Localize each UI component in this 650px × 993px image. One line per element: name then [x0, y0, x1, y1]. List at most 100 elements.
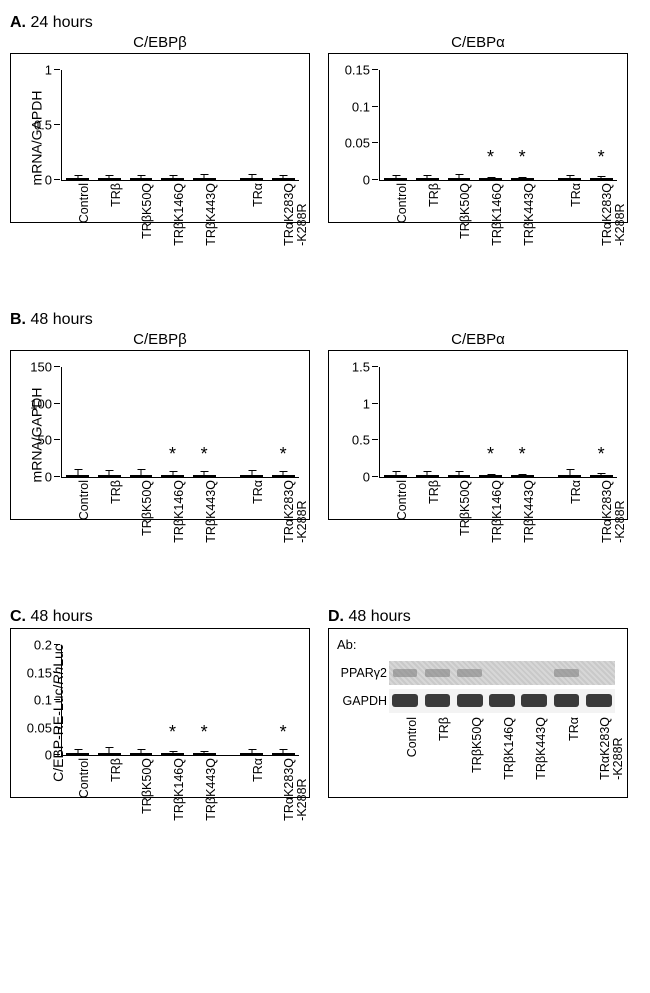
ytick-label: 0.1 — [352, 99, 370, 114]
ytick-label: 0.15 — [345, 63, 370, 78]
chart-b-left: mRNA/GAPDH 050100150*** ControlTRβTRβK50… — [10, 350, 310, 520]
bar — [448, 178, 471, 180]
spacer — [10, 798, 640, 888]
bar — [384, 178, 407, 180]
band-gapdh — [489, 694, 515, 707]
blot-row-ppar-label: PPARγ2 — [337, 666, 387, 680]
category-label: TRβK50Q — [458, 480, 472, 536]
panel-a-right-title: C/EBPα — [328, 34, 628, 51]
significance-star: * — [201, 444, 208, 465]
category-label: TRβK443Q — [522, 480, 536, 543]
blot-lane — [421, 689, 453, 713]
bar — [240, 753, 263, 755]
category-label: TRαK283Q-K288R — [283, 480, 309, 543]
panel-a-letter: A. — [10, 14, 26, 31]
plot-b-left: 050100150*** — [61, 367, 299, 478]
category-label: TRβK50Q — [140, 480, 154, 536]
bar-slot — [94, 753, 126, 755]
category-label: TRβ — [109, 480, 123, 504]
blot-lane — [583, 661, 615, 685]
lane-label: TRαK283Q-K288R — [599, 717, 625, 780]
bar-slot — [188, 178, 220, 180]
bar — [558, 178, 581, 180]
lane-label: TRα — [567, 717, 581, 741]
bar-slot: * — [267, 753, 299, 755]
category-label: TRαK283Q-K288R — [283, 758, 309, 821]
ytick-label: 0.5 — [352, 433, 370, 448]
blot-row-ppar: PPARγ2 — [389, 661, 615, 685]
ytick-label: 1 — [45, 63, 52, 78]
panel-a: A. 24 hours C/EBPβ mRNA/GAPDH 00.51 Cont… — [10, 14, 640, 223]
bar: * — [590, 475, 613, 477]
blot-row-gapdh: GAPDH — [389, 689, 615, 713]
category-label: Control — [77, 480, 91, 520]
bar-slot — [380, 178, 412, 180]
blot-lane — [550, 661, 582, 685]
ytick-label: 0 — [363, 173, 370, 188]
category-label: TRβK146Q — [490, 183, 504, 246]
ytick-label: 100 — [30, 396, 52, 411]
bar — [130, 475, 153, 477]
bar — [98, 475, 121, 477]
panel-c-time: 48 hours — [30, 608, 92, 625]
category-label: TRβK443Q — [204, 480, 218, 543]
lane-label: TRβK50Q — [470, 717, 484, 773]
significance-star: * — [280, 722, 287, 743]
panel-b: B. 48 hours C/EBPβ mRNA/GAPDH 050100150*… — [10, 311, 640, 520]
ytick-label: 0.1 — [34, 693, 52, 708]
bar: * — [193, 753, 216, 755]
panel-c-label: C. 48 hours — [10, 608, 310, 626]
significance-star: * — [519, 147, 526, 168]
bar — [384, 475, 407, 477]
panel-a-left-title: C/EBPβ — [10, 34, 310, 51]
category-label: Control — [77, 758, 91, 798]
bar — [416, 475, 439, 477]
category-label: TRβK443Q — [522, 183, 536, 246]
significance-star: * — [598, 444, 605, 465]
panel-b-label: B. 48 hours — [10, 311, 640, 329]
bar-slot: * — [188, 475, 220, 477]
plot-b-right: 00.511.5*** — [379, 367, 617, 478]
ytick-label: 0.2 — [34, 638, 52, 653]
bar-slot — [443, 178, 475, 180]
chart-b-right: 00.511.5*** ControlTRβTRβK50QTRβK146QTRβ… — [328, 350, 628, 520]
blot-lane — [389, 689, 421, 713]
panel-d: D. 48 hours Ab: PPARγ2 GAPDH ControlTRβT… — [328, 602, 628, 798]
blot-d: Ab: PPARγ2 GAPDH ControlTRβTRβK50QTRβK14… — [328, 628, 628, 798]
blot-lane — [454, 689, 486, 713]
category-label: Control — [395, 183, 409, 223]
significance-star: * — [487, 444, 494, 465]
band-ppar — [393, 669, 418, 678]
bar — [272, 178, 295, 180]
category-label: TRα — [251, 480, 265, 504]
band-gapdh — [554, 694, 580, 707]
ytick-label: 0.5 — [34, 118, 52, 133]
ytick-label: 0 — [45, 173, 52, 188]
ylab-a-left: mRNA/GAPDH — [28, 91, 44, 186]
ytick-label: 150 — [30, 360, 52, 375]
blot-lane — [389, 661, 421, 685]
bar: * — [193, 475, 216, 477]
bar — [98, 753, 121, 755]
bar-slot — [125, 178, 157, 180]
plot-a-left: 00.51 — [61, 70, 299, 181]
category-label: TRβK146Q — [172, 758, 186, 821]
blot-lane — [518, 661, 550, 685]
bar-slot — [62, 475, 94, 477]
bar — [66, 178, 89, 180]
bar-slot — [412, 475, 444, 477]
bar-slot — [125, 475, 157, 477]
category-label: TRβK50Q — [458, 183, 472, 239]
blot-lane — [421, 661, 453, 685]
category-label: Control — [395, 480, 409, 520]
category-label: TRβ — [109, 183, 123, 207]
panel-a-label: A. 24 hours — [10, 14, 640, 32]
band-gapdh — [521, 694, 547, 707]
bar — [240, 475, 263, 477]
blot-lane — [454, 661, 486, 685]
bar — [66, 753, 89, 755]
bar-slot — [62, 753, 94, 755]
panel-b-right: C/EBPα 00.511.5*** ControlTRβTRβK50QTRβK… — [328, 331, 628, 520]
band-ppar — [457, 669, 482, 678]
panel-cd-row: C. 48 hours C/EBP-RE-Luc/RhLuc 00.050.10… — [10, 602, 640, 798]
